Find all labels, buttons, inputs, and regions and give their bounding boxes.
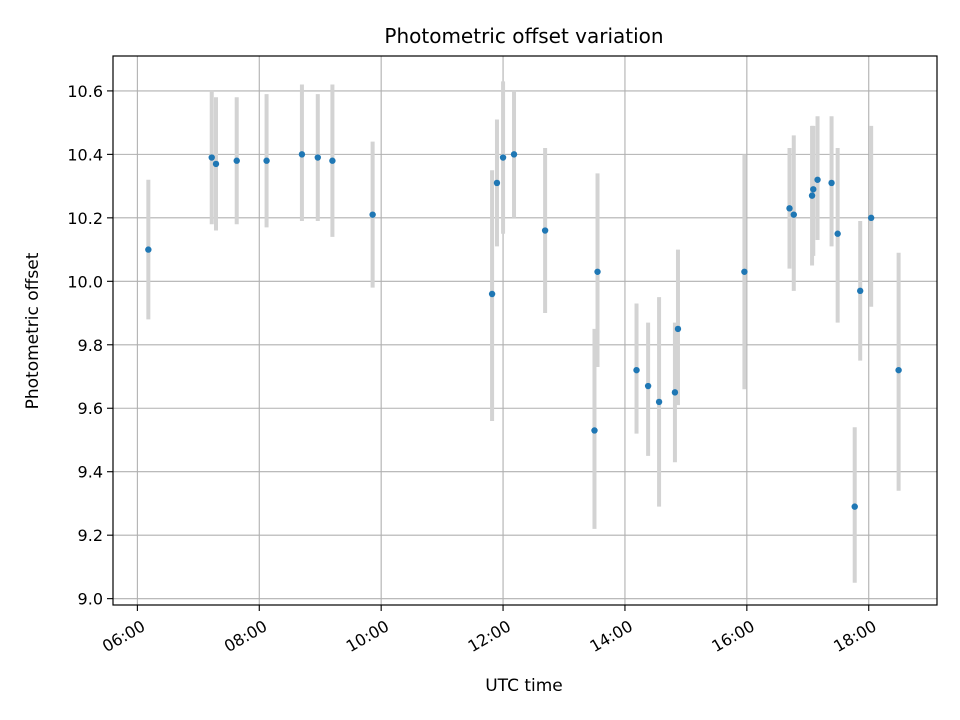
grid-lines	[113, 56, 937, 605]
data-point	[208, 154, 215, 161]
y-tick-label: 10.2	[67, 209, 103, 228]
data-point	[828, 179, 835, 187]
data-point	[857, 287, 864, 295]
data-point	[867, 214, 875, 222]
data-point	[591, 427, 598, 434]
data-point	[488, 290, 496, 298]
data-point	[329, 157, 336, 164]
data-point	[594, 268, 601, 275]
data-point	[263, 157, 270, 164]
data-point	[834, 230, 841, 237]
chart-title: Photometric offset variation	[384, 24, 663, 48]
data-points	[145, 151, 902, 510]
y-tick-label: 10.0	[67, 272, 103, 291]
data-point	[741, 268, 748, 275]
data-point	[541, 227, 549, 234]
y-axis-title: Photometric offset	[23, 252, 43, 409]
data-point	[644, 382, 652, 390]
data-point	[493, 179, 501, 187]
y-tick-label: 9.6	[78, 399, 103, 418]
data-point	[510, 151, 518, 158]
data-point	[633, 366, 640, 374]
y-tick-label: 9.8	[78, 336, 103, 355]
data-point	[499, 154, 507, 161]
y-tick-label: 9.4	[78, 463, 103, 482]
data-point	[851, 503, 858, 510]
x-tick-label: 18:00	[830, 616, 879, 656]
data-point	[298, 151, 306, 158]
y-tick-label: 9.0	[78, 590, 103, 609]
data-point	[810, 186, 817, 193]
error-bars	[146, 81, 901, 583]
y-tick-label: 9.2	[78, 526, 103, 545]
y-tick-label: 10.4	[67, 145, 103, 164]
data-point	[212, 160, 220, 168]
x-tick-label: 16:00	[708, 616, 757, 656]
y-axis-ticks: 9.0 9.2 9.4 9.6 9.8 10.0 10.2 10.4 10.6	[67, 82, 113, 609]
data-point	[814, 176, 821, 183]
x-tick-label: 14:00	[587, 616, 636, 656]
plot-frame	[112, 55, 938, 606]
data-point	[233, 157, 240, 164]
x-axis-title: UTC time	[485, 676, 563, 696]
x-tick-label: 06:00	[99, 616, 148, 656]
data-point	[790, 211, 797, 218]
data-point	[786, 205, 793, 212]
data-point	[145, 246, 152, 253]
x-tick-label: 10:00	[343, 616, 392, 656]
x-axis-ticks: 06:00 08:00 10:00 12:00 14:00 16:00 18:00	[99, 605, 880, 656]
x-tick-label: 12:00	[465, 616, 514, 656]
data-point	[369, 211, 376, 218]
data-point	[674, 325, 682, 333]
data-point	[314, 154, 321, 161]
data-point	[655, 398, 663, 406]
data-point	[895, 366, 902, 374]
y-tick-label: 10.6	[67, 82, 103, 101]
data-point	[671, 389, 679, 396]
x-tick-label: 08:00	[221, 616, 270, 656]
data-point	[808, 192, 816, 199]
